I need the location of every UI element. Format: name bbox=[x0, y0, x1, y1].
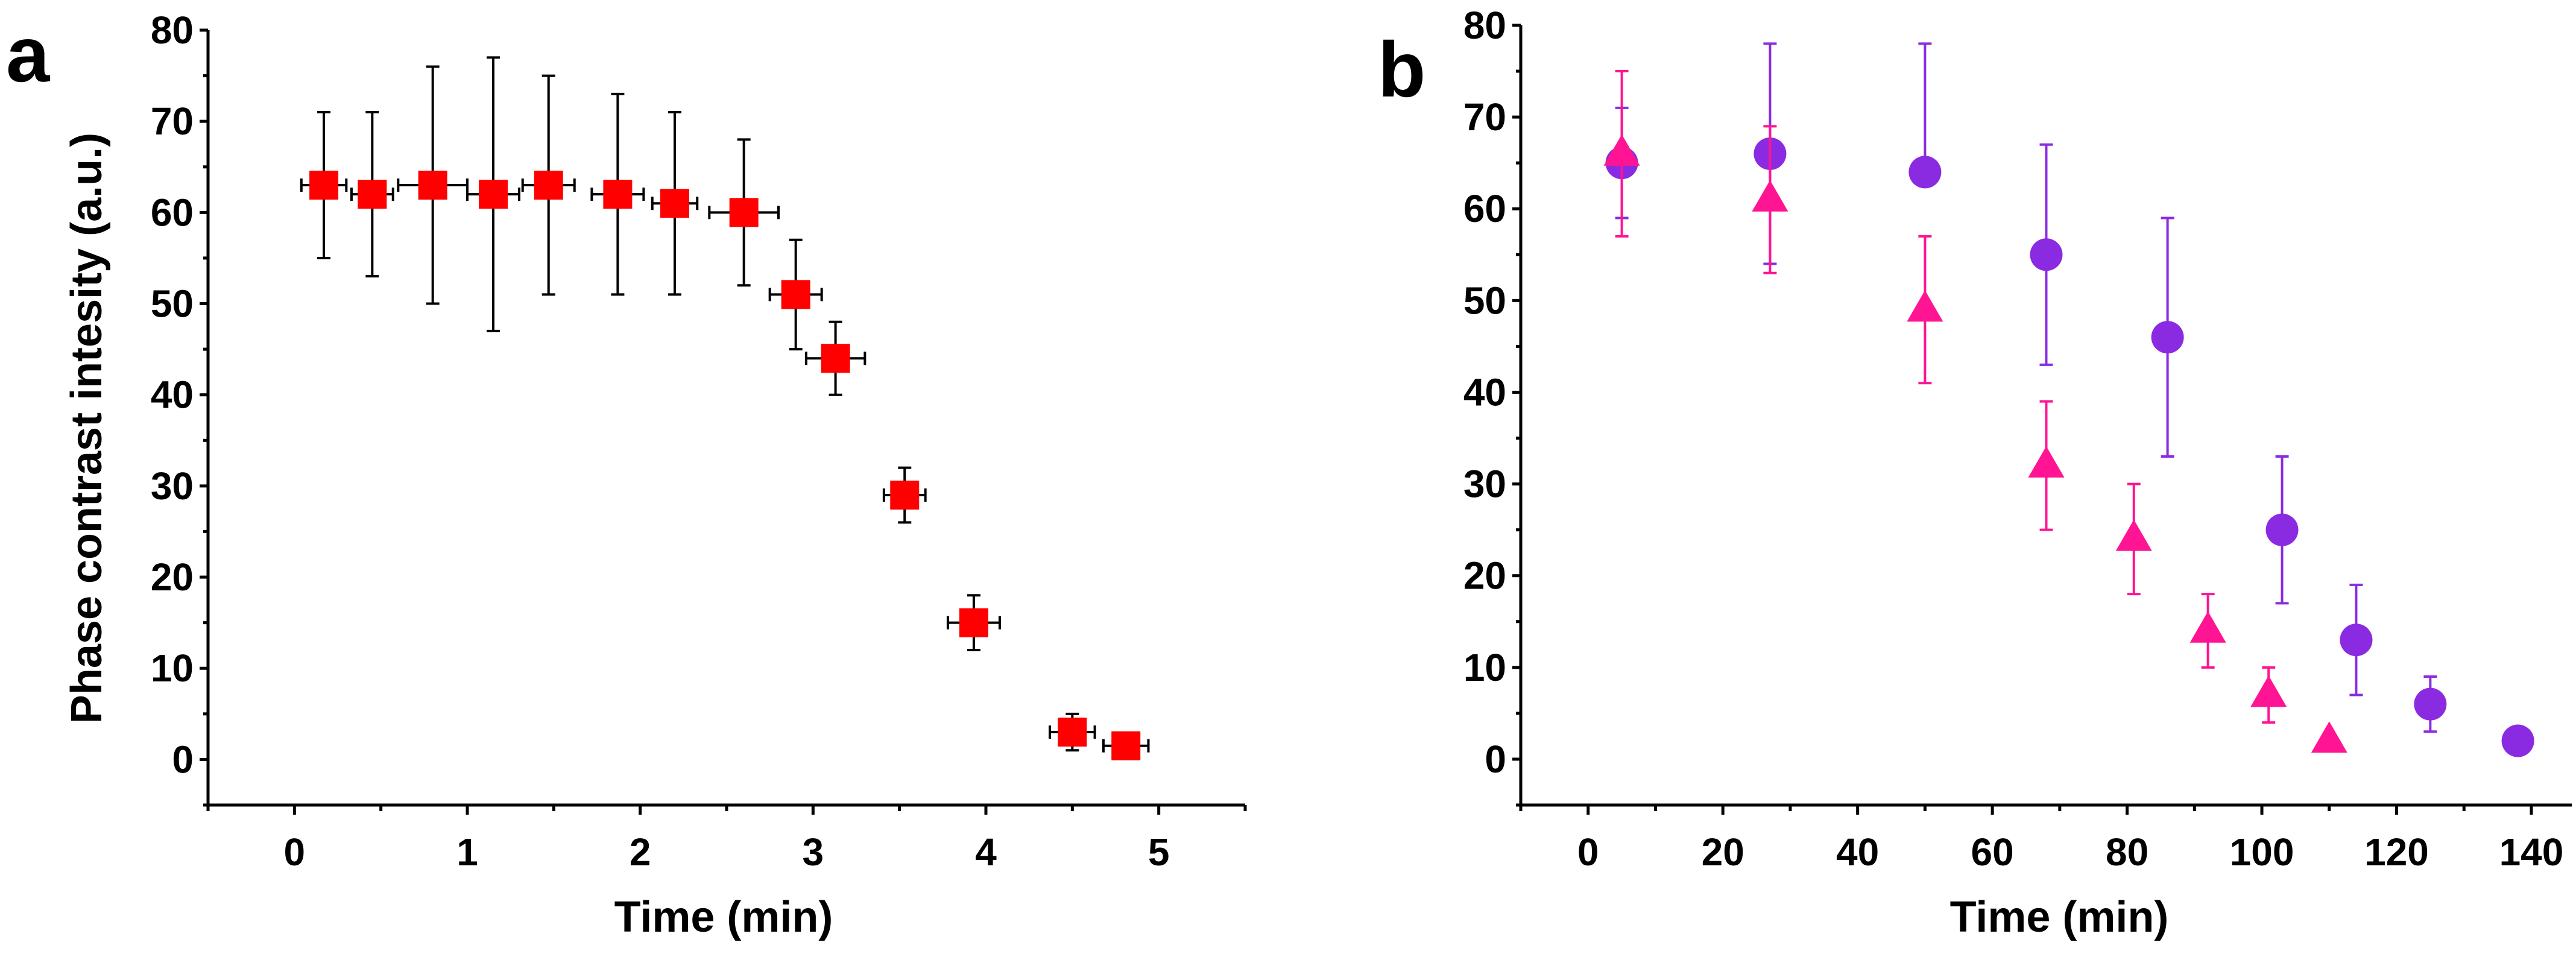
panel-b-y-tick-label: 20 bbox=[1463, 554, 1506, 598]
panel-b-x-tick-label: 0 bbox=[1577, 830, 1599, 874]
panel-a-y-tick-label: 50 bbox=[151, 282, 194, 326]
panel-a-x-tick-label: 4 bbox=[975, 830, 997, 874]
panel-b-y-tick-label: 60 bbox=[1463, 187, 1506, 230]
panel-a-y-axis-title: Phase contrast intesity (a.u.) bbox=[63, 133, 111, 724]
data-point-triangle bbox=[2189, 611, 2226, 643]
panel-a-y-tick-label: 0 bbox=[172, 737, 194, 781]
panel-a-x-tick-label: 3 bbox=[803, 830, 824, 874]
panel-b-x-axis-title: Time (min) bbox=[1950, 893, 2169, 941]
data-point-triangle bbox=[2250, 675, 2287, 707]
panel-a-x-ticks: 0 1 2 3 4 5 bbox=[206, 805, 1247, 874]
data-point-square bbox=[1058, 718, 1087, 747]
panel-b-x-tick-label: 80 bbox=[2106, 830, 2148, 874]
data-point-triangle bbox=[2028, 446, 2065, 478]
data-point-square bbox=[603, 180, 633, 209]
panel-b-x-tick-label: 20 bbox=[1702, 830, 1744, 874]
panel-a-series-a bbox=[300, 56, 1150, 760]
panel-b-x-tick-label: 60 bbox=[1971, 830, 2014, 874]
panel-a-y-tick-label: 40 bbox=[151, 373, 194, 417]
data-point-triangle bbox=[1603, 134, 1640, 166]
data-point-square bbox=[729, 198, 759, 227]
panel-a-y-tick-label: 10 bbox=[151, 646, 194, 690]
panel-a-y-tick-label: 70 bbox=[151, 99, 194, 143]
data-point-circle bbox=[2414, 687, 2447, 721]
data-point-circle bbox=[2265, 513, 2299, 546]
panel-label-b: b bbox=[1378, 25, 1425, 113]
data-point-triangle bbox=[1907, 290, 1943, 322]
data-point-square bbox=[1111, 731, 1141, 760]
panel-b-series-circles bbox=[1605, 42, 2534, 757]
panel-a-y-tick-label: 20 bbox=[151, 555, 194, 599]
data-point-square bbox=[890, 481, 920, 510]
data-point-square bbox=[781, 280, 810, 309]
data-point-square bbox=[821, 344, 850, 373]
data-point-square bbox=[660, 189, 689, 218]
data-point-square bbox=[358, 180, 387, 209]
data-point-circle bbox=[2340, 624, 2373, 657]
panel-b-x-tick-label: 140 bbox=[2499, 830, 2564, 874]
panel-a-x-tick-label: 0 bbox=[284, 830, 306, 874]
panel-a-y-ticks: 0 10 20 30 40 50 60 70 80 bbox=[151, 8, 208, 807]
panel-b-x-tick-label: 100 bbox=[2230, 830, 2294, 874]
panel-a-x-tick-label: 2 bbox=[630, 830, 651, 874]
data-point-square bbox=[534, 171, 563, 200]
data-point-square bbox=[418, 171, 447, 200]
panel-a-y-tick-label: 80 bbox=[151, 8, 194, 52]
data-point-circle bbox=[2151, 321, 2184, 354]
data-point-triangle bbox=[2115, 519, 2152, 551]
panel-b-x-tick-label: 40 bbox=[1836, 830, 1879, 874]
panel-b-x-ticks: 0 20 40 60 80 100 120 140 bbox=[1519, 805, 2564, 874]
panel-b-y-tick-label: 0 bbox=[1485, 737, 1506, 781]
data-point-circle bbox=[2030, 238, 2063, 271]
panel-a-data bbox=[300, 56, 1150, 760]
data-point-circle bbox=[1908, 156, 1942, 189]
data-point-triangle bbox=[1752, 180, 1788, 212]
panel-a-x-axis-title: Time (min) bbox=[614, 893, 833, 941]
panel-a-x-tick-label: 1 bbox=[456, 830, 478, 874]
panel-b-data bbox=[1603, 42, 2534, 757]
panel-b-y-tick-label: 70 bbox=[1463, 95, 1506, 139]
panel-b-y-ticks: 0 10 20 30 40 50 60 70 80 bbox=[1463, 4, 1521, 807]
panel-b-y-tick-label: 40 bbox=[1463, 370, 1506, 414]
data-point-triangle bbox=[2311, 721, 2347, 753]
panel-b-x-tick-label: 120 bbox=[2364, 830, 2429, 874]
panel-a-y-tick-label: 30 bbox=[151, 464, 194, 508]
data-point-square bbox=[479, 180, 508, 209]
panel-b-y-tick-label: 30 bbox=[1463, 463, 1506, 506]
panel-a-x-tick-label: 5 bbox=[1148, 830, 1170, 874]
data-point-circle bbox=[2501, 724, 2534, 757]
panel-b-y-tick-label: 50 bbox=[1463, 279, 1506, 322]
panel-b-series-triangles bbox=[1603, 70, 2347, 753]
data-point-square bbox=[309, 171, 339, 200]
panel-label-a: a bbox=[6, 10, 51, 98]
panel-b-y-tick-label: 10 bbox=[1463, 646, 1506, 689]
panel-b: b 0 10 20 30 40 50 60 70 80 0 20 40 60 80 100 120 140 T… bbox=[1378, 4, 2572, 941]
panel-b-y-tick-label: 80 bbox=[1463, 4, 1506, 47]
panel-a-y-tick-label: 60 bbox=[151, 191, 194, 234]
panel-a: a 0 10 20 30 40 50 60 70 80 0 1 2 3 4 5 Time (min) Ph… bbox=[6, 8, 1247, 941]
data-point-square bbox=[959, 608, 988, 637]
